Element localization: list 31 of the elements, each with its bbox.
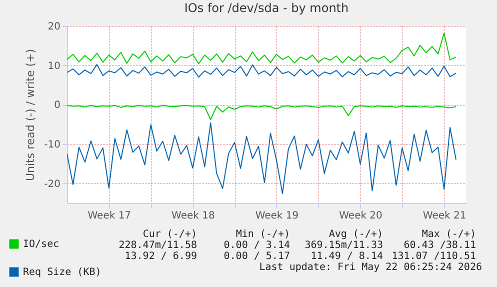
- line-series: [67, 64, 457, 78]
- y-tick-label: -20: [44, 178, 60, 190]
- text: 0.00 / 3.14: [224, 240, 290, 251]
- text: 369.15m/11.33: [304, 240, 383, 251]
- text: Avg (-/+): [328, 229, 383, 240]
- text: 13.92 / 6.99: [124, 251, 197, 262]
- y-axis-title: Units read (-) / write (+): [24, 48, 38, 182]
- line-series: [67, 104, 457, 120]
- text: Cur (-/+): [142, 229, 197, 240]
- y-tick-label: 10: [48, 60, 60, 72]
- chart-title: IOs for /dev/sda - by month: [184, 1, 349, 15]
- x-tick-label: Week 20: [339, 210, 382, 222]
- text: 11.49 / 8.14: [310, 251, 383, 262]
- legend-label: Req Size (KB): [23, 267, 102, 278]
- y-tick-label: 20: [48, 22, 60, 32]
- x-tick-label: Week 18: [172, 210, 215, 222]
- text: 131.07 /110.51: [392, 251, 476, 262]
- x-tick-label: Week 17: [88, 210, 132, 222]
- text: 60.43 /38.11: [404, 240, 476, 251]
- x-tick-label: Week 19: [255, 210, 299, 222]
- line-series: [67, 122, 457, 194]
- legend-label: IO/sec: [23, 239, 60, 250]
- text: Last update: Fri May 22 06:25:24 2026: [259, 262, 482, 273]
- text: 228.47m/11.58: [118, 240, 197, 251]
- text: 0.00 / 5.17: [224, 251, 290, 262]
- x-tick-label: Week 21: [422, 210, 466, 222]
- text: Max (-/+): [422, 229, 476, 240]
- text: Min (-/+): [236, 229, 290, 240]
- y-tick-label: 0: [54, 100, 60, 112]
- line-series: [67, 32, 457, 64]
- y-tick-label: -10: [44, 140, 60, 150]
